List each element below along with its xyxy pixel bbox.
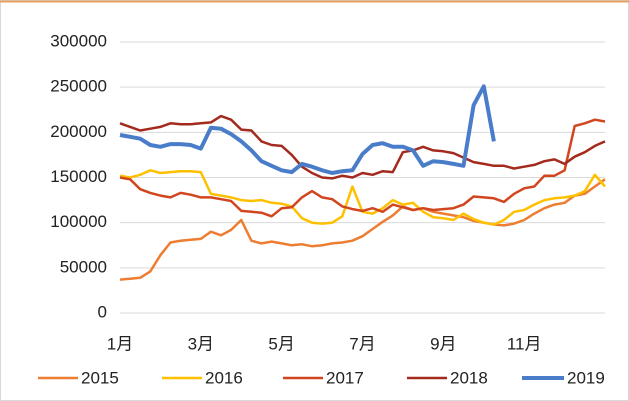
y-tick-label: 300000 <box>50 31 107 50</box>
y-tick-label: 250000 <box>50 77 107 96</box>
series-line <box>119 84 496 175</box>
legend-label: 2019 <box>567 368 605 387</box>
series-line <box>119 114 606 180</box>
series-line <box>119 178 606 281</box>
x-tick-label: 1月 <box>107 334 133 353</box>
x-tick-label: 5月 <box>268 334 294 353</box>
x-tick-label: 7月 <box>349 334 375 353</box>
x-tick-label: 9月 <box>430 334 456 353</box>
x-tick-label: 3月 <box>188 334 214 353</box>
y-tick-label: 50000 <box>60 257 107 276</box>
y-tick-label: 100000 <box>50 212 107 231</box>
y-tick-label: 200000 <box>50 122 107 141</box>
y-tick-label: 150000 <box>50 167 107 186</box>
legend-label: 2018 <box>450 368 488 387</box>
series-line <box>119 118 606 218</box>
legend-label: 2017 <box>326 368 364 387</box>
y-tick-label: 0 <box>98 302 107 321</box>
legend-label: 2016 <box>205 368 243 387</box>
legend-label: 2015 <box>81 368 119 387</box>
x-tick-label: 11月 <box>507 334 542 353</box>
